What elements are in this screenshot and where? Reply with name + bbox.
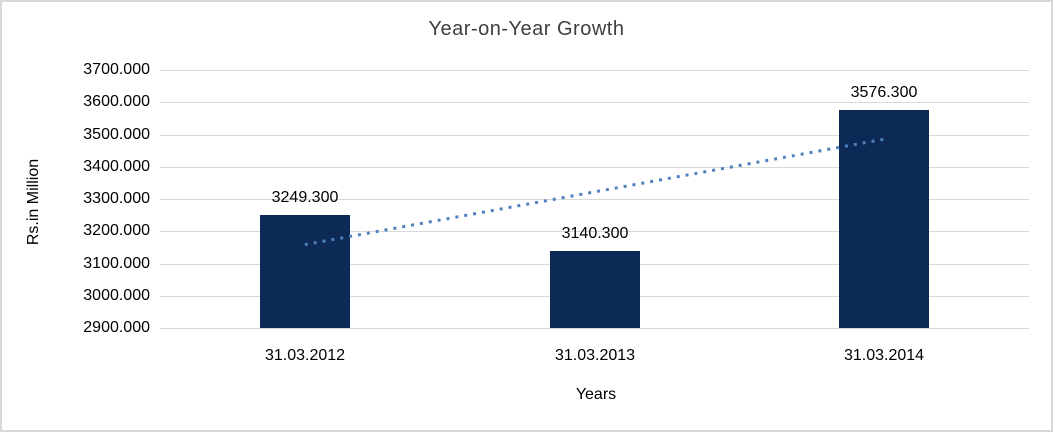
y-axis-tick-label: 2900.000	[83, 319, 150, 336]
x-axis-tick-label: 31.03.2014	[843, 347, 925, 364]
x-axis-tick-label: 31.03.2013	[554, 347, 636, 364]
y-axis-tick-label: 3400.000	[83, 158, 150, 175]
gridline	[160, 135, 1029, 136]
x-axis-title: Years	[575, 386, 617, 403]
y-axis-tick-label: 3000.000	[83, 287, 150, 304]
gridline	[160, 102, 1029, 103]
y-axis-title: Rs.in Million	[25, 158, 42, 246]
y-axis-tick-label: 3700.000	[83, 61, 150, 78]
y-axis-tick-label: 3200.000	[83, 222, 150, 239]
gridline	[160, 328, 1029, 329]
chart-title: Year-on-Year Growth	[428, 18, 625, 40]
y-axis-tick-label: 3600.000	[83, 93, 150, 110]
bar	[550, 251, 640, 328]
bar	[260, 215, 350, 328]
bar-value-label: 3576.300	[850, 84, 918, 101]
bar-value-label: 3140.300	[561, 225, 629, 242]
y-axis-tick-label: 3500.000	[83, 126, 150, 143]
bar	[839, 110, 929, 328]
y-axis-tick-label: 3300.000	[83, 190, 150, 207]
gridline	[160, 70, 1029, 71]
y-axis-tick-label: 3100.000	[83, 255, 150, 272]
x-axis-tick-label: 31.03.2012	[264, 347, 346, 364]
bar-value-label: 3249.300	[271, 189, 339, 206]
